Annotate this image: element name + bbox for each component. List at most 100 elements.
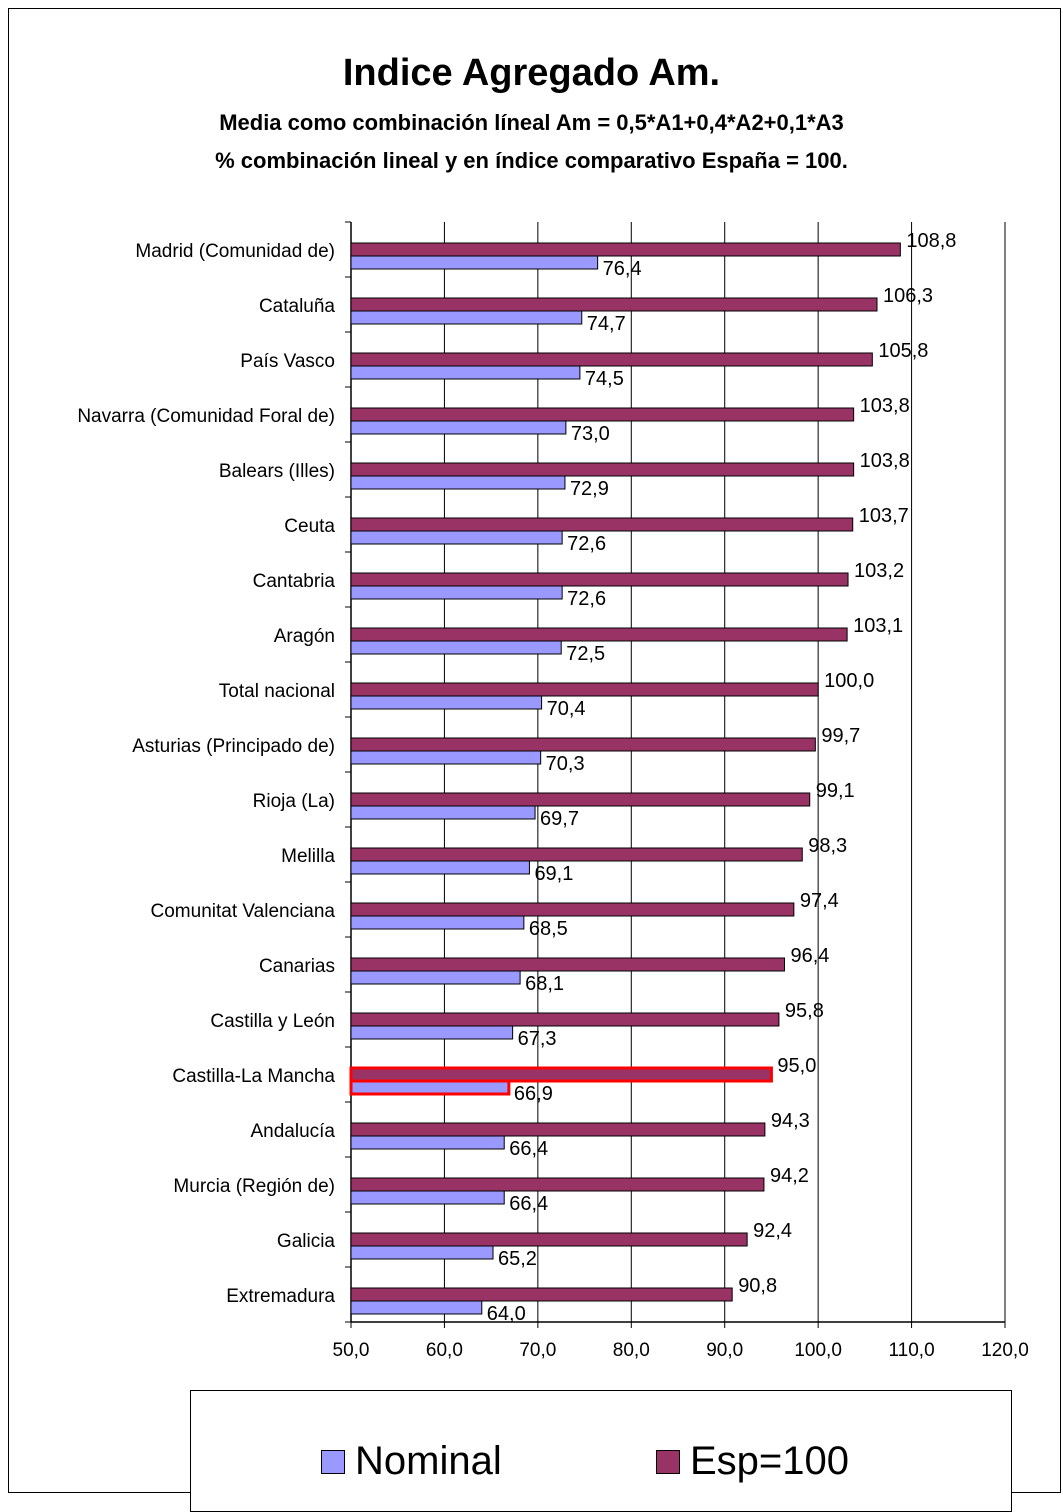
category-label: Madrid (Comunidad de)	[135, 241, 335, 262]
bar-esp100	[350, 242, 901, 257]
bar-nominal	[350, 1025, 514, 1040]
bar-nominal	[350, 860, 530, 875]
category-label: Melilla	[281, 846, 335, 867]
data-label-nominal: 66,4	[509, 1193, 548, 1215]
bar-nominal	[350, 970, 521, 985]
x-tick-label: 70,0	[519, 1340, 556, 1361]
data-label-nominal: 68,5	[529, 918, 568, 940]
data-label-esp100: 94,2	[770, 1165, 809, 1187]
category-label: Castilla-La Mancha	[172, 1066, 335, 1087]
bar-nominal	[350, 475, 566, 490]
bar-nominal	[350, 1245, 494, 1260]
x-tick-label: 110,0	[889, 1340, 935, 1361]
bar-nominal	[350, 310, 583, 325]
category-label: País Vasco	[240, 351, 335, 372]
legend-swatch-esp100	[656, 1449, 680, 1474]
data-label-esp100: 103,8	[860, 395, 910, 417]
bar-nominal	[350, 695, 543, 710]
bar-nominal	[350, 1190, 505, 1205]
legend: Nominal Esp=100	[190, 1390, 1012, 1512]
data-label-esp100: 95,0	[777, 1055, 816, 1077]
data-label-nominal: 72,9	[570, 478, 609, 500]
data-label-nominal: 73,0	[571, 423, 610, 445]
data-label-nominal: 72,5	[566, 643, 605, 665]
data-label-nominal: 74,7	[587, 313, 626, 335]
bar-esp100	[350, 352, 873, 367]
data-label-nominal: 64,0	[487, 1303, 526, 1325]
x-tick-label: 100,0	[794, 1340, 842, 1361]
bar-nominal	[350, 915, 525, 930]
data-label-nominal: 67,3	[518, 1028, 557, 1050]
category-label: Cantabria	[253, 571, 336, 592]
bar-esp100	[350, 407, 855, 422]
chart-title: Indice Agregado Am.	[342, 52, 721, 94]
data-label-esp100: 92,4	[753, 1220, 792, 1242]
bar-nominal	[350, 585, 563, 600]
data-label-esp100: 103,7	[859, 505, 909, 527]
bar-nominal	[350, 1135, 505, 1150]
data-label-nominal: 70,4	[547, 698, 586, 720]
category-label: Galicia	[277, 1231, 336, 1252]
data-label-nominal: 65,2	[498, 1248, 537, 1270]
data-label-nominal: 72,6	[567, 533, 606, 555]
data-label-esp100: 106,3	[883, 285, 933, 307]
bar-esp100	[350, 792, 811, 807]
legend-label-esp100: Esp=100	[690, 1439, 850, 1483]
data-label-nominal: 66,4	[509, 1138, 548, 1160]
x-tick-label: 90,0	[706, 1340, 743, 1361]
bar-nominal	[350, 255, 599, 270]
category-label: Andalucía	[250, 1121, 335, 1142]
data-label-nominal: 72,6	[567, 588, 606, 610]
legend-item-esp100: Esp=100	[656, 1439, 849, 1484]
category-label: Total nacional	[219, 681, 335, 702]
bar-nominal	[349, 1079, 511, 1096]
legend-item-nominal: Nominal	[321, 1439, 502, 1484]
data-label-esp100: 103,8	[860, 450, 910, 472]
data-label-esp100: 105,8	[878, 340, 928, 362]
category-label: Ceuta	[284, 516, 335, 537]
legend-swatch-nominal	[321, 1449, 345, 1474]
data-label-esp100: 90,8	[738, 1275, 777, 1297]
bar-esp100	[350, 572, 849, 587]
category-label: Comunitat Valenciana	[151, 901, 336, 922]
category-label: Asturias (Principado de)	[132, 736, 335, 757]
bar-esp100	[350, 1232, 748, 1247]
x-tick-label: 80,0	[613, 1340, 650, 1361]
data-label-nominal: 74,5	[585, 368, 624, 390]
category-label: Extremadura	[226, 1286, 335, 1307]
data-label-nominal: 76,4	[603, 258, 642, 280]
data-label-esp100: 100,0	[824, 670, 874, 692]
legend-label-nominal: Nominal	[355, 1439, 502, 1483]
bar-esp100	[350, 847, 803, 862]
category-label: Cataluña	[259, 296, 335, 317]
data-label-nominal: 70,3	[546, 753, 585, 775]
bar-esp100	[350, 1177, 765, 1192]
bar-esp100	[350, 682, 819, 697]
bar-esp100	[350, 297, 878, 312]
data-label-esp100: 108,8	[906, 230, 956, 252]
x-tick-label: 50,0	[333, 1340, 370, 1361]
category-label: Balears (Illes)	[219, 461, 335, 482]
category-label: Aragón	[274, 626, 335, 647]
bar-esp100	[350, 957, 786, 972]
bar-nominal	[350, 420, 567, 435]
bar-esp100	[350, 1012, 780, 1027]
data-label-esp100: 103,1	[853, 615, 903, 637]
bar-nominal	[350, 640, 562, 655]
bar-nominal	[350, 805, 536, 820]
bar-nominal	[350, 1300, 483, 1315]
category-label: Castilla y León	[210, 1011, 335, 1032]
category-label: Navarra (Comunidad Foral de)	[77, 406, 335, 427]
data-label-esp100: 103,2	[854, 560, 904, 582]
category-label: Rioja (La)	[253, 791, 335, 812]
bar-esp100	[349, 1066, 773, 1083]
data-label-nominal: 68,1	[525, 973, 564, 995]
bar-esp100	[350, 462, 855, 477]
data-label-esp100: 95,8	[785, 1000, 824, 1022]
data-label-esp100: 96,4	[791, 945, 830, 967]
bar-esp100	[350, 1122, 766, 1137]
data-label-esp100: 94,3	[771, 1110, 810, 1132]
bar-esp100	[350, 902, 795, 917]
data-label-esp100: 99,7	[821, 725, 860, 747]
